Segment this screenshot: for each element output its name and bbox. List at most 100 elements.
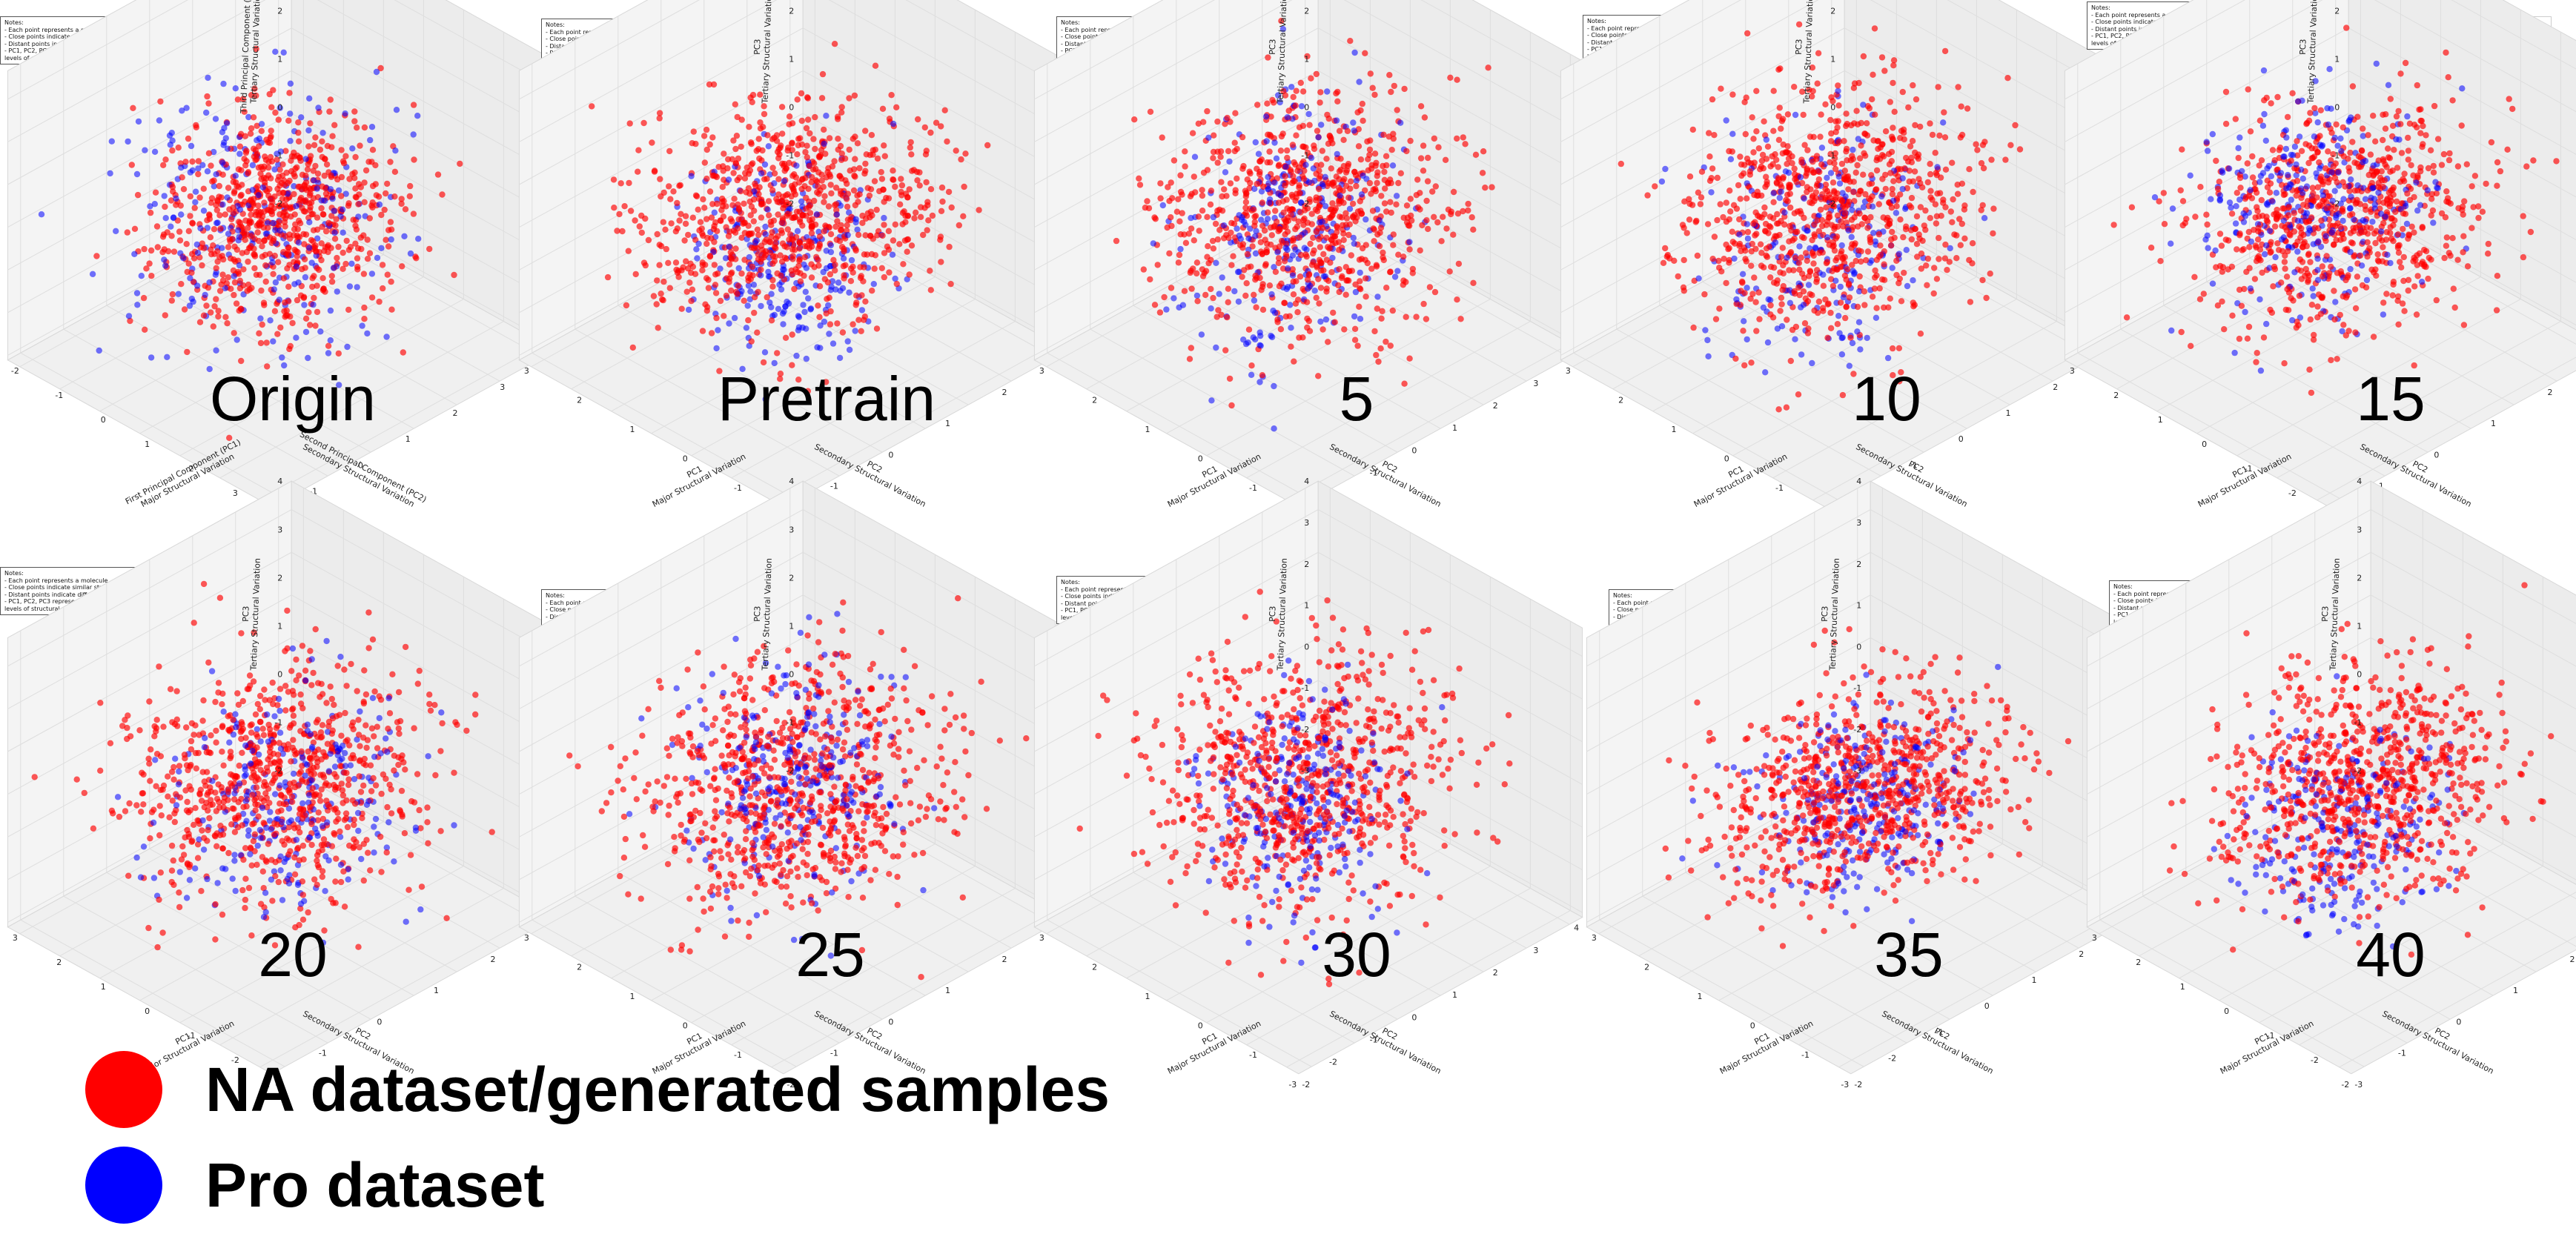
na-point [2197,184,2204,190]
na-point [1990,230,1996,237]
na-point [1949,159,1956,166]
na-point [241,229,248,236]
na-point [2485,251,2491,257]
pro-point [108,138,115,145]
na-point [2216,179,2222,185]
na-point [1775,164,1781,170]
na-point [1921,222,1927,229]
na-point [1837,299,1844,306]
na-point [1323,234,1330,241]
na-point [1752,232,1758,239]
na-point [1325,339,1331,345]
na-point [892,221,898,228]
na-point [1901,269,1907,276]
na-point [1220,235,1228,242]
na-point [316,266,322,273]
na-point [728,287,735,294]
na-point [775,155,782,162]
na-point [1791,235,1798,242]
pro-point [138,273,145,279]
na-point [738,188,744,195]
na-point [179,174,185,181]
na-point [354,255,361,262]
na-point [655,325,661,331]
na-point [1400,253,1407,260]
na-point [1813,182,1821,189]
pro-point [302,328,310,336]
na-point [340,265,346,272]
tick-label: 0 [683,454,688,464]
na-point [1758,192,1765,199]
na-point [663,245,669,253]
z-axis-label: PC3Tertiary Structural Variation [1266,0,1289,105]
pro-point [1288,325,1294,331]
na-point [1919,184,1926,190]
na-point [1395,179,1402,187]
pro-point [1337,192,1343,199]
pro-point [795,314,803,320]
na-point [746,124,752,130]
na-point [1801,142,1808,148]
na-point [1942,166,1950,173]
na-point [698,225,705,232]
na-point [1864,248,1872,255]
na-point [228,216,235,222]
na-point [1810,133,1817,140]
na-point [867,186,875,193]
na-point [1838,197,1846,204]
na-point [685,265,692,272]
pro-point [183,105,190,111]
na-point [794,96,801,103]
pro-point [1271,179,1278,186]
na-point [1407,137,1414,145]
na-point [807,130,813,137]
na-point [1748,262,1755,269]
na-point [413,255,420,262]
na-point [355,201,362,208]
na-point [261,199,268,206]
na-point [827,271,834,278]
na-point [1292,226,1299,233]
na-point [1750,136,1757,142]
na-point [666,285,673,291]
na-point [1181,231,1188,238]
pro-point [1770,190,1777,196]
tick-label: 0 [1959,434,1964,444]
tick-label: 2 [1493,401,1498,411]
grid-line [519,27,804,185]
pro-point [685,306,692,314]
na-point [1266,282,1274,289]
na-point [947,281,954,288]
na-point [1383,338,1389,345]
na-point [291,226,298,233]
tick-label: -1 [309,487,317,497]
na-point [1744,195,1750,202]
na-point [181,306,188,313]
na-point [1931,265,1938,271]
na-point [1347,178,1354,185]
na-point [1339,222,1346,228]
na-point [230,210,236,216]
na-point [236,143,244,150]
na-point [1843,110,1850,117]
na-point [1804,330,1812,336]
na-point [1190,265,1196,272]
na-point [1315,276,1322,282]
na-point [1400,282,1406,288]
pro-point [825,302,832,309]
na-point [1420,300,1427,308]
na-point [253,92,259,99]
na-point [683,258,689,265]
na-point [1313,228,1320,235]
na-point [1259,199,1266,206]
na-point [2405,156,2411,163]
pro-point [852,216,859,222]
pro-point [750,282,758,288]
pro-point [1836,330,1843,336]
na-point [1186,356,1193,362]
pro-point [1288,84,1295,90]
na-point [862,127,869,134]
na-point [823,379,830,385]
na-point [1380,256,1387,264]
na-point [248,243,254,250]
